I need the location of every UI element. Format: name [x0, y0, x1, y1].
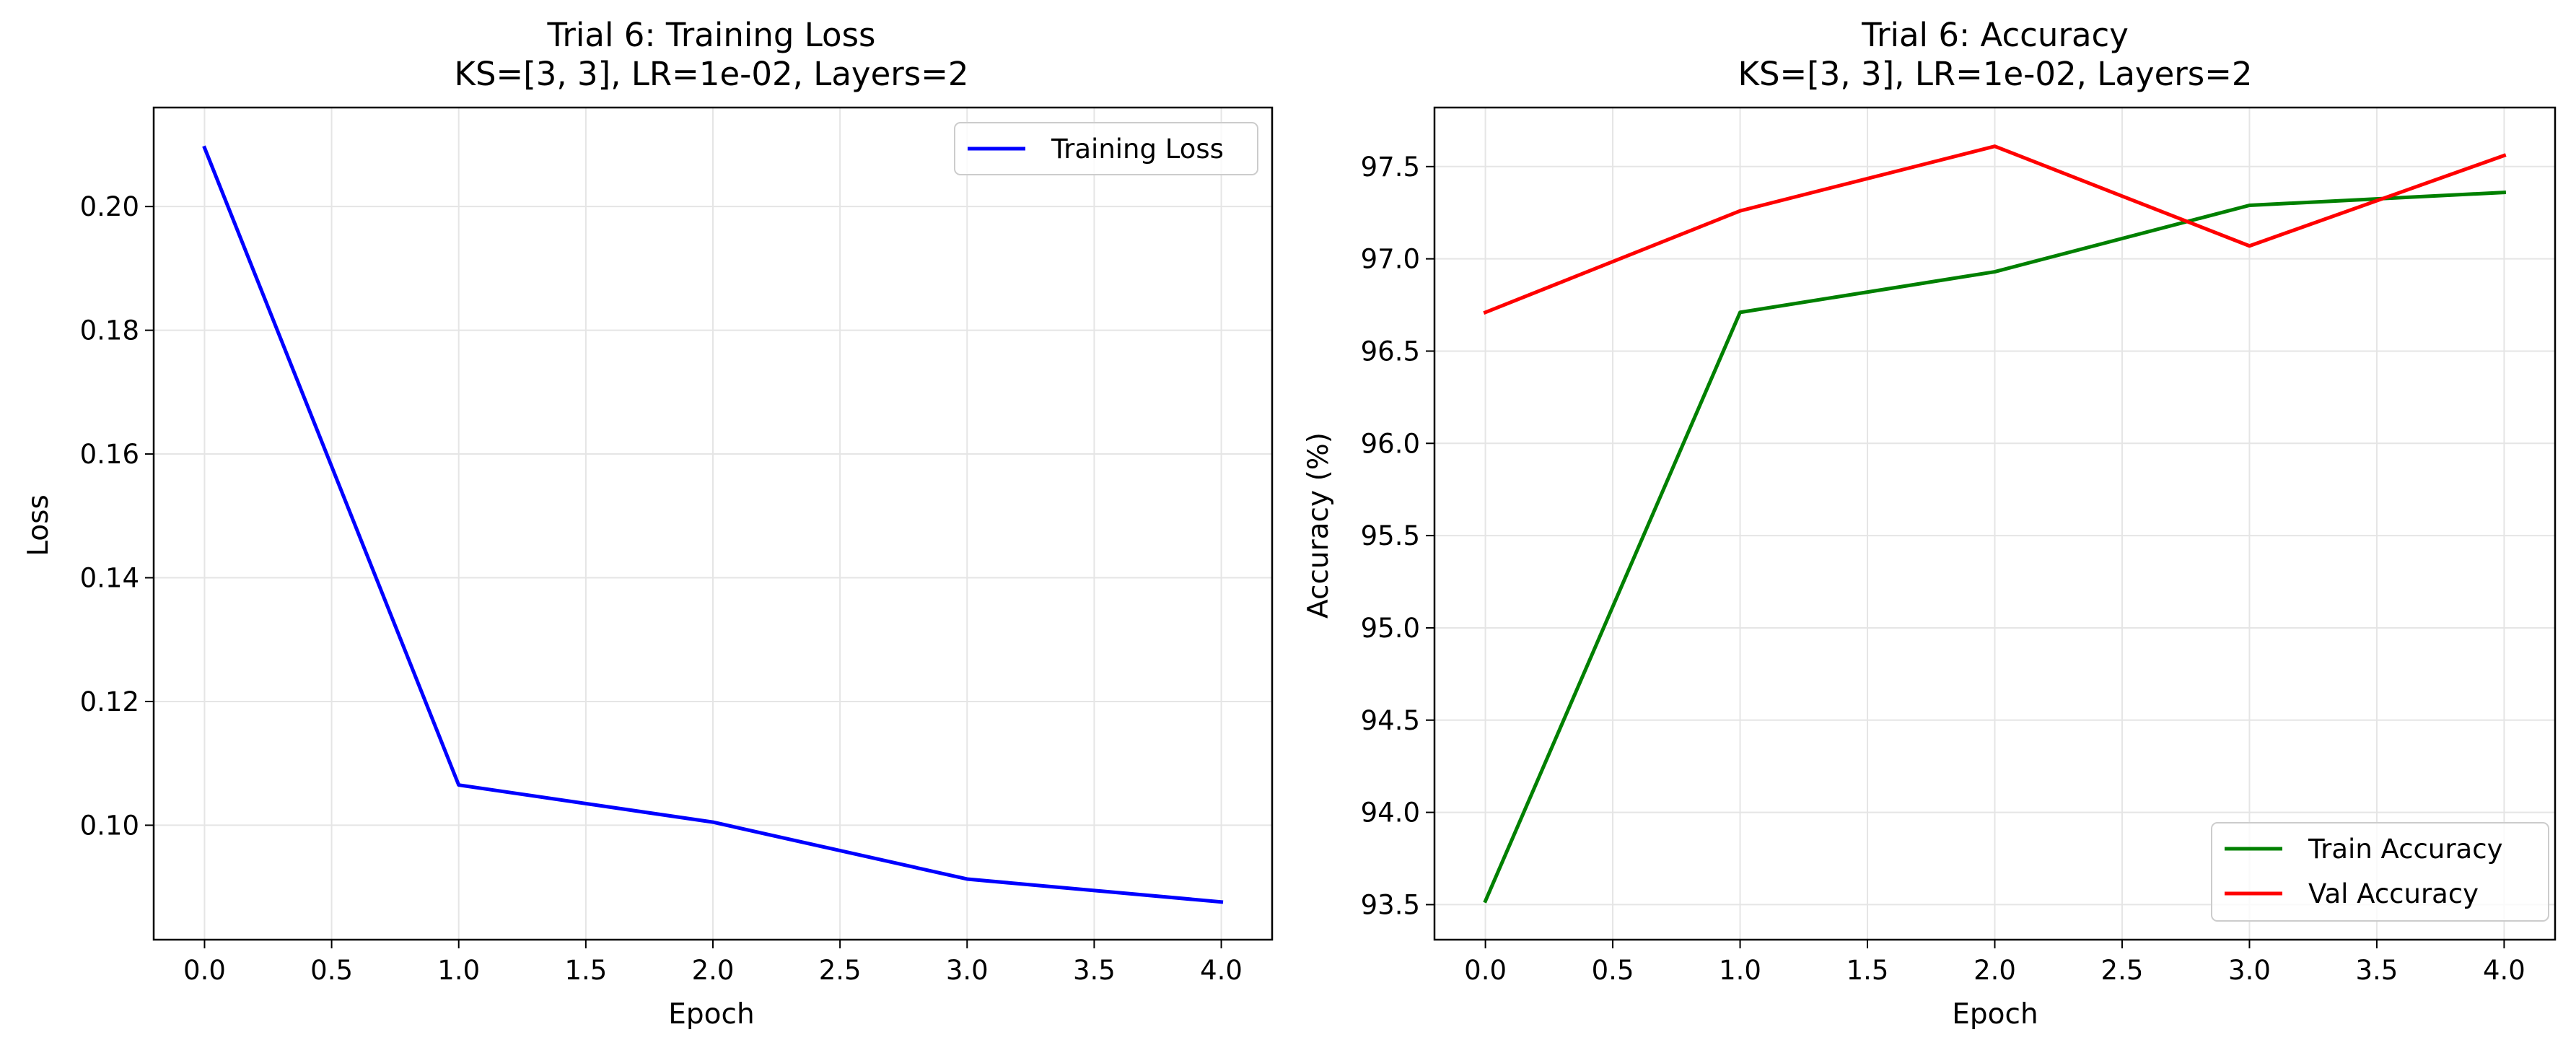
loss-legend-label: Training Loss [1051, 134, 1224, 165]
loss-y-axis-label: Loss [22, 494, 55, 556]
loss-y-tick-label: 0.18 [80, 315, 139, 346]
accuracy-x-ticks: 0.0 0.5 1.0 1.5 2.0 2.5 3.0 3.5 4.0 [1464, 940, 2525, 986]
accuracy-x-tick-label: 0.0 [1464, 955, 1507, 986]
loss-legend-box [954, 122, 1258, 175]
loss-x-tick-label: 1.0 [437, 955, 480, 986]
loss-x-tick-label: 0.5 [310, 955, 353, 986]
accuracy-x-tick-label: 3.0 [2228, 955, 2271, 986]
accuracy-legend-label: Val Accuracy [2308, 878, 2479, 909]
accuracy-x-tick-label: 2.5 [2101, 955, 2144, 986]
loss-grid [154, 108, 1272, 940]
accuracy-legend-box [2211, 822, 2549, 922]
loss-chart: Trial 6: Training Loss KS=[3, 3], LR=1e-… [22, 16, 1274, 1031]
loss-x-tick-label: 3.0 [946, 955, 989, 986]
loss-x-tick-label: 0.0 [183, 955, 226, 986]
loss-chart-title-line2: KS=[3, 3], LR=1e-02, Layers=2 [454, 55, 968, 93]
loss-series-group [202, 145, 1224, 904]
accuracy-legend: Train Accuracy Val Accuracy [2211, 822, 2549, 922]
loss-y-tick-label: 0.14 [80, 563, 139, 594]
loss-x-tick-label: 3.5 [1073, 955, 1116, 986]
accuracy-y-tick-label: 95.0 [1361, 613, 1420, 644]
accuracy-y-tick-label: 95.5 [1361, 520, 1420, 551]
loss-chart-title-line1: Trial 6: Training Loss [547, 16, 876, 54]
loss-y-tick-label: 0.20 [80, 191, 139, 222]
loss-legend: Training Loss [954, 122, 1258, 175]
accuracy-y-axis-label: Accuracy (%) [1302, 432, 1335, 619]
loss-y-tick-label: 0.12 [80, 686, 139, 717]
accuracy-y-ticks: 93.5 94.0 94.5 95.0 95.5 96.0 96.5 97.0 97.5 [1361, 152, 1434, 920]
accuracy-y-tick-label: 96.0 [1361, 428, 1420, 459]
loss-y-tick-label: 0.16 [80, 439, 139, 470]
accuracy-chart: Trial 6: Accuracy KS=[3, 3], LR=1e-02, L… [1302, 16, 2557, 1031]
loss-y-ticks: 0.10 0.12 0.14 0.16 0.18 0.20 [80, 191, 154, 841]
loss-x-axis-label: Epoch [668, 998, 754, 1031]
accuracy-legend-label: Train Accuracy [2308, 834, 2502, 865]
loss-y-tick-label: 0.10 [80, 810, 139, 841]
accuracy-chart-title-line2: KS=[3, 3], LR=1e-02, Layers=2 [1738, 55, 2252, 93]
accuracy-y-tick-label: 93.5 [1361, 889, 1420, 920]
loss-x-tick-label: 2.5 [819, 955, 862, 986]
accuracy-x-tick-label: 0.5 [1592, 955, 1634, 986]
accuracy-y-tick-label: 97.5 [1361, 152, 1420, 183]
accuracy-x-tick-label: 2.0 [1973, 955, 2016, 986]
accuracy-y-tick-label: 94.0 [1361, 798, 1420, 829]
accuracy-x-tick-label: 1.0 [1719, 955, 1761, 986]
accuracy-x-tick-label: 1.5 [1846, 955, 1889, 986]
accuracy-y-tick-label: 94.5 [1361, 705, 1420, 736]
accuracy-x-axis-label: Epoch [1952, 998, 2038, 1031]
accuracy-grid [1434, 108, 2555, 940]
loss-x-tick-label: 2.0 [692, 955, 735, 986]
accuracy-series-group [1483, 144, 2507, 904]
loss-x-tick-label: 4.0 [1200, 955, 1243, 986]
accuracy-y-tick-label: 97.0 [1361, 244, 1420, 275]
accuracy-x-tick-label: 4.0 [2483, 955, 2525, 986]
loss-x-ticks: 0.0 0.5 1.0 1.5 2.0 2.5 3.0 3.5 4.0 [183, 940, 1243, 986]
accuracy-x-tick-label: 3.5 [2356, 955, 2398, 986]
loss-x-tick-label: 1.5 [564, 955, 607, 986]
accuracy-y-tick-label: 96.5 [1361, 336, 1420, 367]
accuracy-chart-title-line1: Trial 6: Accuracy [1861, 16, 2129, 54]
